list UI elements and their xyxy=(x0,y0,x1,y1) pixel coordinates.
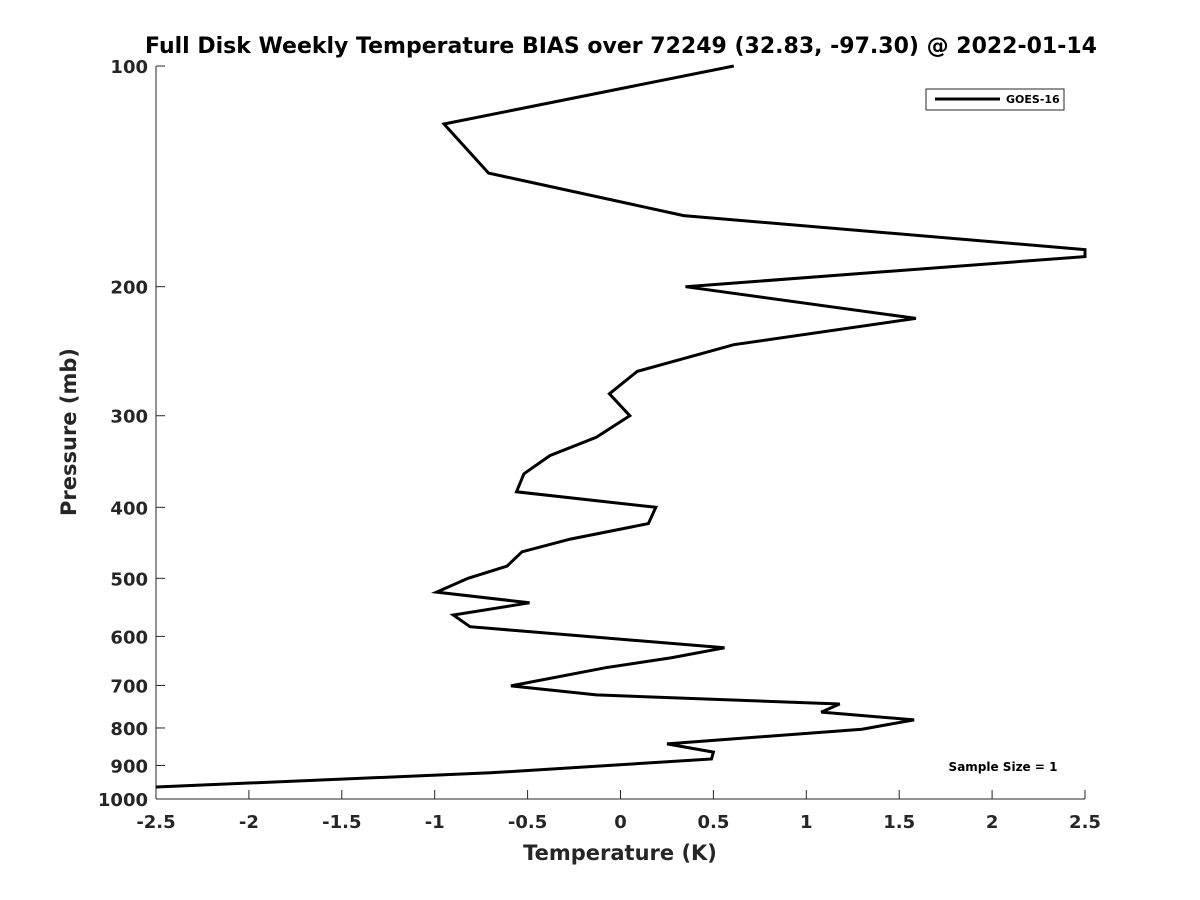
y-ticks: 100 200 300 400 500 600 700 800 900 1000 xyxy=(98,57,165,811)
x-tick-label: 2 xyxy=(986,812,999,833)
x-tick-label: -2.5 xyxy=(136,812,175,833)
y-tick-label: 1000 xyxy=(98,790,148,811)
y-tick-label: 200 xyxy=(110,278,148,299)
y-tick-label: 300 xyxy=(110,407,148,428)
series-line-goes-16 xyxy=(155,64,1087,789)
x-tick-label: 1.5 xyxy=(883,812,915,833)
x-tick-label: -2 xyxy=(239,812,259,833)
sample-size-annotation: Sample Size = 1 xyxy=(949,760,1058,774)
series-points xyxy=(156,66,1085,787)
x-tick-label: 2.5 xyxy=(1069,812,1101,833)
y-tick-label: 800 xyxy=(110,719,148,740)
y-tick-label: 700 xyxy=(110,676,148,697)
y-tick-label: 100 xyxy=(110,57,148,78)
y-tick-label: 400 xyxy=(110,498,148,519)
legend-label: GOES-16 xyxy=(1006,93,1060,106)
chart-title: Full Disk Weekly Temperature BIAS over 7… xyxy=(145,34,1097,59)
x-tick-label: 1 xyxy=(800,812,813,833)
x-tick-label: 0 xyxy=(614,812,627,833)
y-tick-label: 900 xyxy=(110,756,148,777)
x-tick-label: -1.5 xyxy=(322,812,361,833)
x-ticks: -2.5 -2 -1.5 -1 -0.5 0 0.5 1 1.5 2 2.5 xyxy=(136,790,1101,833)
y-axis-title: Pressure (mb) xyxy=(57,348,81,516)
x-tick-label: -0.5 xyxy=(508,812,547,833)
legend: GOES-16 xyxy=(925,88,1065,111)
y-tick-label: 500 xyxy=(110,569,148,590)
x-tick-label: 0.5 xyxy=(697,812,729,833)
x-axis-title: Temperature (K) xyxy=(523,841,717,865)
y-tick-label: 600 xyxy=(110,627,148,648)
x-tick-label: -1 xyxy=(425,812,445,833)
